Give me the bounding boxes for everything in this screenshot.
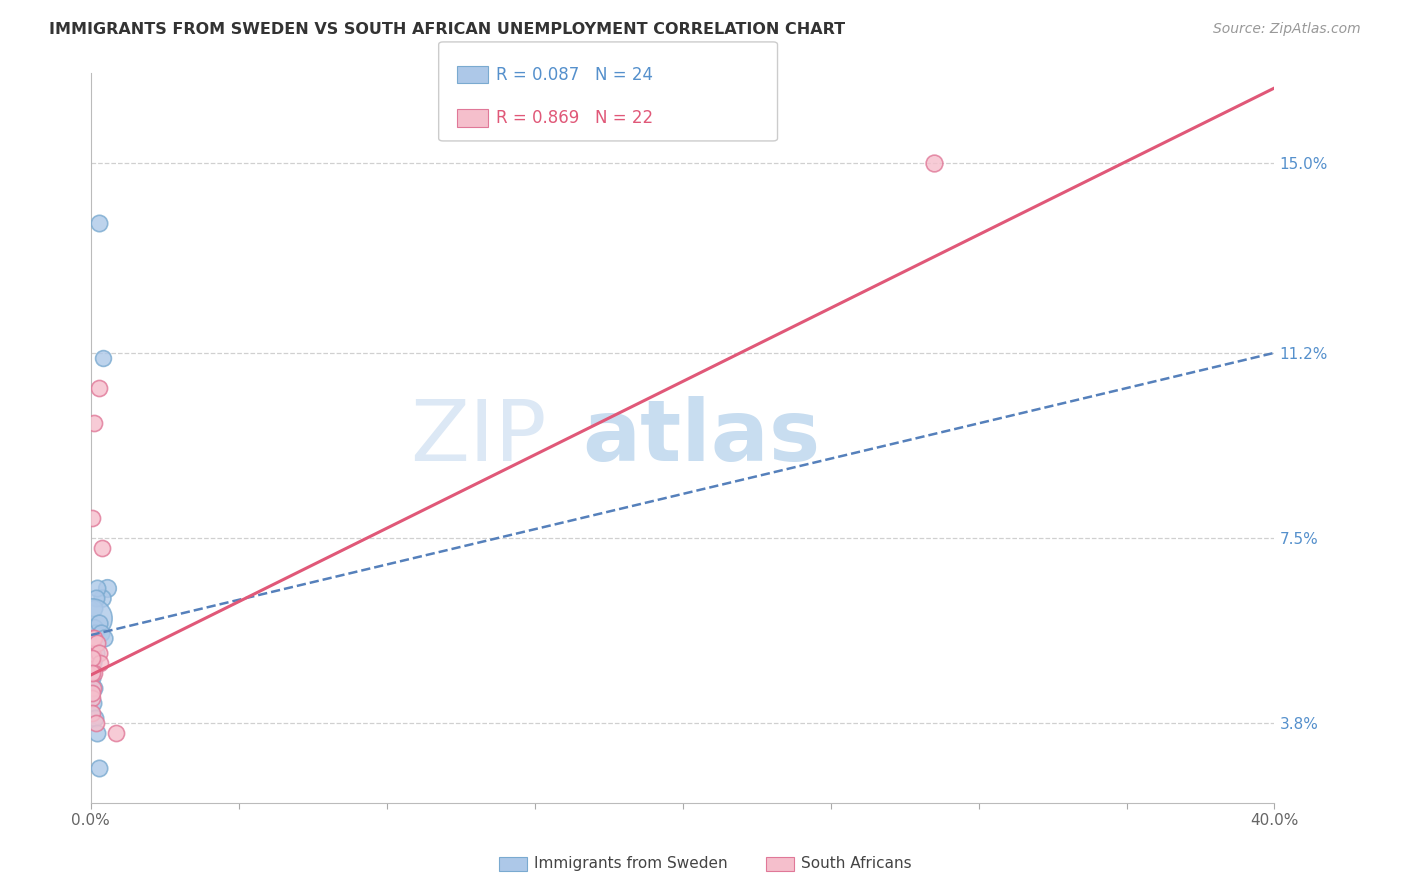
Point (87, 216, 110, 230)
Point (104, 725, 127, 739)
Text: atlas: atlas (582, 396, 820, 479)
Point (82, 650, 104, 665)
Point (89, 760, 111, 774)
Point (96, 581, 118, 595)
Point (83, 416, 105, 430)
Point (82, 631, 104, 645)
Point (90, 625, 112, 640)
Text: Source: ZipAtlas.com: Source: ZipAtlas.com (1213, 22, 1361, 37)
Point (86, 635, 108, 649)
Point (83, 621, 105, 635)
Point (82, 665, 104, 680)
Point (82, 646, 104, 660)
Point (83, 650, 105, 665)
Point (82, 610, 104, 624)
Point (82, 696, 104, 710)
Point (89, 656, 111, 670)
Point (83, 600, 105, 615)
Text: R = 0.869   N = 22: R = 0.869 N = 22 (496, 109, 654, 127)
Point (82, 656, 104, 670)
Point (82, 671, 104, 685)
Point (84, 710, 107, 724)
Point (82, 681, 104, 695)
Point (86, 581, 108, 595)
Point (80, 646, 103, 660)
Point (82, 510, 104, 524)
Point (80, 656, 103, 670)
Point (84, 715, 107, 730)
Point (87, 615, 110, 630)
Point (83, 681, 105, 695)
Point (87, 381, 110, 395)
Point (90, 591, 112, 605)
Point (82, 690, 104, 705)
Point (84, 625, 107, 640)
Point (80, 665, 103, 680)
Point (922, 156, 945, 170)
Point (93, 631, 115, 645)
Text: R = 0.087   N = 24: R = 0.087 N = 24 (496, 66, 654, 84)
Point (84, 591, 107, 605)
Point (82, 640, 104, 655)
Point (80, 706, 103, 720)
Point (83, 665, 105, 680)
Point (90, 541, 112, 555)
Point (84, 646, 107, 660)
Text: Immigrants from Sweden: Immigrants from Sweden (534, 856, 728, 871)
Text: IMMIGRANTS FROM SWEDEN VS SOUTH AFRICAN UNEMPLOYMENT CORRELATION CHART: IMMIGRANTS FROM SWEDEN VS SOUTH AFRICAN … (49, 22, 845, 37)
Point (80, 685, 103, 699)
Point (86, 725, 108, 739)
Text: ZIP: ZIP (411, 396, 547, 479)
Point (91, 351, 114, 365)
Point (87, 646, 110, 660)
Text: South Africans: South Africans (801, 856, 912, 871)
Point (83, 631, 105, 645)
